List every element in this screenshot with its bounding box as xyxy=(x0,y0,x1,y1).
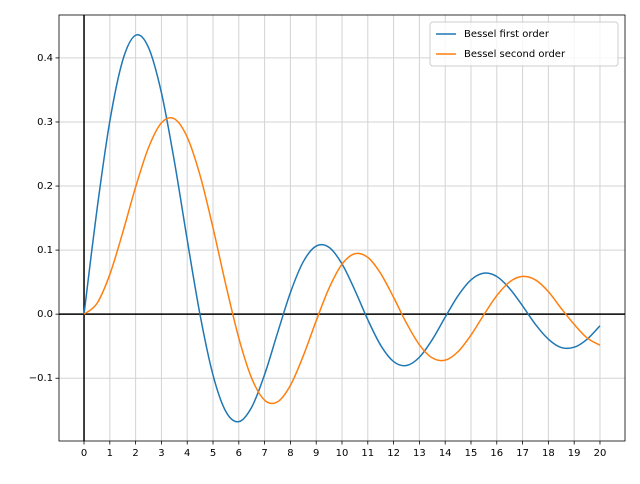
x-tick-label: 2 xyxy=(132,448,138,459)
line-series xyxy=(83,116,601,405)
y-tick-label: 0.0 xyxy=(37,309,53,320)
y-tick-label: 0.3 xyxy=(37,117,53,128)
x-tick-label: 5 xyxy=(210,448,216,459)
y-tick-label: 0.1 xyxy=(37,245,53,256)
legend-label: Bessel first order xyxy=(464,29,550,40)
x-tick-label: 9 xyxy=(313,448,319,459)
x-tick-label: 12 xyxy=(387,448,400,459)
axes-frame xyxy=(58,14,626,442)
x-tick-label: 0 xyxy=(81,448,87,459)
x-tick-label: 8 xyxy=(287,448,293,459)
x-tick-label: 6 xyxy=(236,448,242,459)
x-tick-label: 20 xyxy=(594,448,607,459)
x-tick-label: 10 xyxy=(336,448,349,459)
x-tick-label: 3 xyxy=(158,448,164,459)
y-tick-label: −0.1 xyxy=(29,373,53,384)
x-tick-label: 17 xyxy=(516,448,529,459)
y-tick-label: 0.2 xyxy=(37,181,53,192)
x-tick-label: 11 xyxy=(361,448,374,459)
x-tick-label: 7 xyxy=(261,448,267,459)
x-tick-label: 1 xyxy=(107,448,113,459)
line-series xyxy=(83,34,601,423)
legend-label: Bessel second order xyxy=(464,49,566,60)
y-tick-label: 0.4 xyxy=(37,53,53,64)
x-tick-label: 13 xyxy=(413,448,426,459)
x-tick-label: 19 xyxy=(568,448,581,459)
legend-box xyxy=(429,21,619,67)
x-tick-label: 15 xyxy=(465,448,478,459)
x-tick-label: 16 xyxy=(490,448,503,459)
x-tick-label: 18 xyxy=(542,448,555,459)
x-tick-label: 4 xyxy=(184,448,190,459)
x-tick-label: 14 xyxy=(439,448,452,459)
